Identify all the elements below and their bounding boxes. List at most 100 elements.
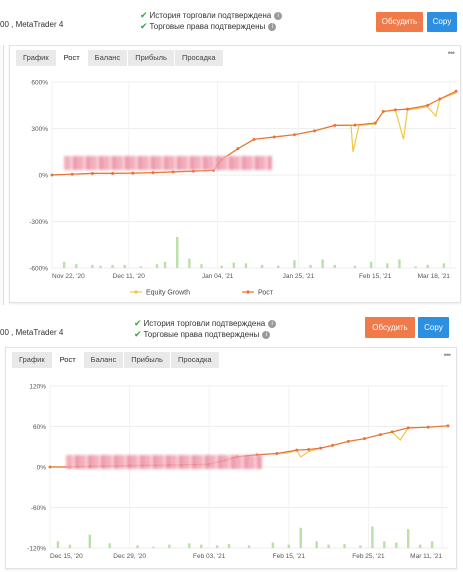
growth-point	[390, 430, 394, 434]
account-label: 00 , MetaTrader 4	[0, 20, 64, 29]
volume-bar	[383, 541, 386, 548]
x-tick-label: Feb 03, '21	[193, 553, 226, 560]
tab-chart[interactable]: График	[16, 50, 57, 66]
volume-bar	[188, 543, 191, 548]
volume-bar	[442, 263, 446, 268]
tab-drawdown[interactable]: Просадка	[174, 50, 224, 66]
y-tick-label: 0%	[37, 465, 47, 472]
info-icon[interactable]: i	[268, 22, 277, 31]
volume-bar	[395, 542, 398, 548]
volume-bar	[333, 264, 336, 268]
volume-bar	[309, 264, 312, 268]
copy-button[interactable]: Copy	[418, 317, 449, 338]
y-tick-label: 300%	[31, 126, 48, 133]
growth-point	[438, 97, 442, 101]
x-tick-label: Nov 22, '20	[52, 273, 85, 280]
growth-point	[362, 437, 366, 441]
tab-chart[interactable]: График	[12, 352, 53, 368]
x-tick-label: Dec 29, '20	[113, 553, 146, 560]
growth-point	[373, 121, 377, 125]
more-menu-icon[interactable]: •••	[447, 48, 456, 58]
x-tick-label: Feb 15, '21	[359, 273, 392, 280]
volume-bar	[155, 264, 159, 268]
volume-bar	[136, 545, 139, 548]
tab-balance[interactable]: Баланс	[87, 50, 129, 66]
tab-balance[interactable]: Баланс	[83, 352, 125, 368]
growth-point	[90, 171, 94, 175]
x-tick-label: Mar 18, '21	[418, 273, 451, 280]
more-menu-icon[interactable]: •••	[443, 350, 452, 360]
history-verified: ✔ История торговли подтверждена i	[134, 318, 277, 329]
y-tick-label: -120%	[27, 546, 46, 553]
tab-profit[interactable]: Прибыль	[124, 352, 171, 368]
x-tick-label: Mar 11, '21	[410, 553, 442, 560]
tab-growth[interactable]: Рост	[52, 352, 84, 368]
volume-bar	[227, 543, 231, 548]
growth-point	[333, 123, 337, 127]
growth-point	[70, 172, 74, 176]
check-icon: ✔	[140, 21, 148, 31]
growth-point	[426, 103, 430, 107]
growth-point	[313, 129, 317, 133]
blurred-watermark	[66, 455, 262, 469]
growth-point	[295, 448, 299, 452]
growth-point	[236, 147, 240, 151]
growth-point	[307, 447, 311, 451]
volume-bar	[371, 526, 374, 548]
growth-point	[151, 171, 155, 175]
growth-point	[406, 426, 410, 430]
info-icon[interactable]: i	[268, 319, 277, 328]
legend-marker	[246, 290, 250, 294]
growth-point	[111, 171, 115, 175]
volume-bar	[287, 544, 290, 548]
side-panel-edge	[0, 45, 4, 305]
y-tick-label: 60%	[33, 424, 46, 431]
volume-bar	[343, 543, 346, 548]
tab-growth[interactable]: Рост	[56, 50, 88, 66]
volume-bar	[88, 534, 91, 548]
discuss-button[interactable]: Обсудить	[376, 12, 423, 32]
volume-bar	[91, 264, 94, 268]
y-tick-label: 0%	[39, 173, 49, 180]
volume-bar	[327, 544, 330, 548]
growth-point	[319, 446, 323, 450]
chart-tabs: График Рост Баланс Прибыль Просадка	[12, 352, 220, 368]
legend-label: Рост	[258, 290, 274, 297]
growth-point	[393, 108, 397, 112]
volume-bar	[215, 545, 219, 548]
tab-profit[interactable]: Прибыль	[128, 50, 175, 66]
x-tick-label: Jan 25, '21	[283, 273, 315, 280]
growth-point	[292, 133, 296, 137]
volume-bar	[293, 260, 296, 268]
growth-chart-2: 120% 60% 0% -60% -120% Dec 15, '20 Dec 29, '20…	[27, 384, 450, 560]
x-tick-label: Feb 25, '21	[352, 553, 385, 560]
growth-point	[331, 443, 335, 447]
info-icon[interactable]: i	[274, 11, 283, 20]
copy-button[interactable]: Copy	[427, 12, 457, 32]
volume-bar	[386, 263, 389, 268]
discuss-button[interactable]: Обсудить	[365, 317, 415, 338]
growth-line	[51, 90, 457, 176]
info-icon[interactable]: i	[262, 330, 271, 339]
blurred-watermark	[64, 156, 272, 170]
volume-bar	[232, 262, 235, 268]
volume-bar	[168, 544, 171, 548]
volume-bar	[123, 264, 126, 268]
volume-bar	[163, 261, 167, 268]
volume-bar	[56, 541, 60, 548]
volume-bar	[68, 544, 72, 548]
tab-drawdown[interactable]: Просадка	[170, 352, 220, 368]
growth-point	[171, 170, 175, 174]
growth-point	[406, 107, 410, 111]
volume-bar	[188, 258, 191, 268]
x-tick-label: Dec 15, '20	[50, 553, 83, 560]
panel-1-header: 00 , MetaTrader 4 ✔ История торговли подт…	[0, 0, 463, 34]
y-tick-label: -60%	[31, 505, 46, 512]
volume-bar	[200, 264, 203, 268]
volume-bar	[62, 261, 66, 268]
growth-point	[272, 135, 276, 139]
volume-bar	[99, 265, 102, 268]
volume-bar	[407, 529, 410, 548]
growth-point	[381, 109, 385, 113]
growth-point	[252, 137, 256, 141]
